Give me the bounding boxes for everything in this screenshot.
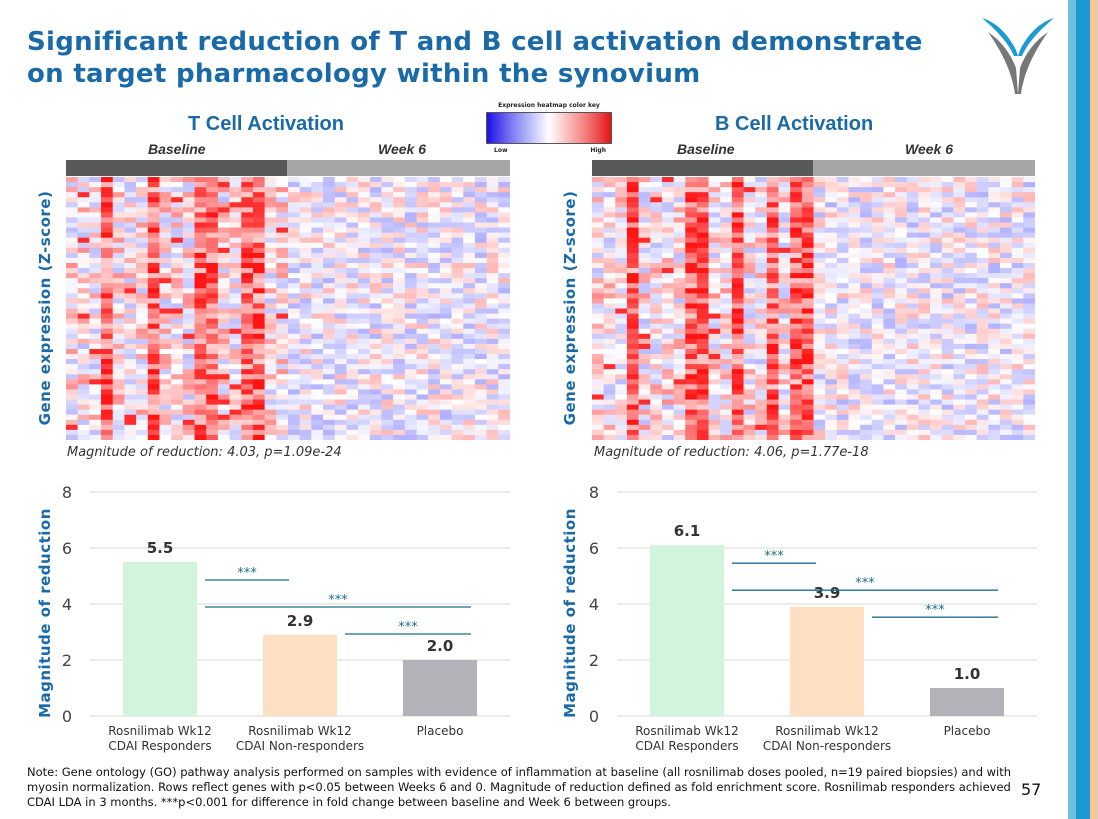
y-tick-label: 6 bbox=[62, 539, 72, 558]
bar-value-label: 2.9 bbox=[287, 612, 314, 630]
bar-value-label: 6.1 bbox=[674, 522, 701, 540]
color-key-gradient bbox=[486, 112, 612, 144]
t-cell-week6-label: Week 6 bbox=[378, 141, 426, 157]
y-tick-label: 2 bbox=[589, 651, 599, 670]
y-tick-label: 0 bbox=[62, 707, 72, 726]
t-cell-heatmap bbox=[66, 177, 510, 440]
bar-value-label: 1.0 bbox=[954, 665, 981, 683]
heatmap-color-key: Expression heatmap color key Low High bbox=[486, 102, 612, 156]
category-label: Placebo bbox=[417, 724, 464, 738]
significance-label: *** bbox=[764, 549, 784, 564]
category-label: CDAI Responders bbox=[108, 739, 211, 753]
bar bbox=[650, 545, 724, 716]
side-stripe-light bbox=[1068, 0, 1076, 819]
y-tick-label: 6 bbox=[589, 539, 599, 558]
company-logo bbox=[982, 18, 1054, 94]
bar bbox=[263, 634, 337, 716]
category-label: Rosnilimab Wk12 bbox=[635, 724, 739, 738]
y-tick-label: 8 bbox=[62, 483, 72, 502]
b-cell-baseline-label: Baseline bbox=[677, 141, 735, 157]
bar-value-label: 3.9 bbox=[814, 584, 841, 602]
footnote: Note: Gene ontology (GO) pathway analysi… bbox=[27, 765, 1012, 809]
b-cell-week6-group-bar bbox=[813, 160, 1035, 176]
significance-label: *** bbox=[398, 620, 418, 635]
page-title: Significant reduction of T and B cell ac… bbox=[27, 27, 923, 89]
bar bbox=[123, 562, 197, 716]
b-cell-heatmap bbox=[592, 177, 1035, 440]
b-cell-week6-label: Week 6 bbox=[905, 141, 953, 157]
category-label: Rosnilimab Wk12 bbox=[775, 724, 879, 738]
page-number: 57 bbox=[1021, 780, 1042, 799]
significance-label: *** bbox=[237, 566, 257, 581]
category-label: Rosnilimab Wk12 bbox=[108, 724, 212, 738]
color-key-title: Expression heatmap color key bbox=[498, 102, 600, 109]
color-key-high-label: High bbox=[590, 147, 606, 154]
side-stripe-peach bbox=[1090, 0, 1098, 819]
bar-value-label: 5.5 bbox=[147, 539, 174, 557]
y-tick-label: 4 bbox=[589, 595, 599, 614]
b-cell-panel-title: B Cell Activation bbox=[715, 113, 874, 135]
b-cell-heatmap-ylabel: Gene expression (Z-score) bbox=[561, 190, 579, 426]
category-label: CDAI Responders bbox=[635, 739, 738, 753]
category-label: CDAI Non-responders bbox=[763, 739, 891, 753]
heatmap-cells bbox=[592, 177, 1035, 440]
t-cell-week6-group-bar bbox=[287, 160, 510, 176]
category-label: Rosnilimab Wk12 bbox=[248, 724, 352, 738]
category-label: Placebo bbox=[944, 724, 991, 738]
y-tick-label: 4 bbox=[62, 595, 72, 614]
heatmap-cells bbox=[66, 177, 510, 440]
t-cell-magnitude-text: Magnitude of reduction: 4.03, p=1.09e-24 bbox=[67, 445, 342, 460]
category-label: CDAI Non-responders bbox=[236, 739, 364, 753]
y-tick-label: 2 bbox=[62, 651, 72, 670]
significance-label: *** bbox=[855, 576, 875, 591]
significance-label: *** bbox=[925, 603, 945, 618]
bar bbox=[930, 688, 1004, 716]
y-tick-label: 0 bbox=[589, 707, 599, 726]
b-cell-magnitude-text: Magnitude of reduction: 4.06, p=1.77e-18 bbox=[594, 445, 869, 460]
bar-value-label: 2.0 bbox=[427, 637, 454, 655]
t-cell-panel-title: T Cell Activation bbox=[188, 113, 344, 135]
bar bbox=[403, 660, 477, 716]
significance-label: *** bbox=[328, 593, 348, 608]
b-cell-baseline-group-bar bbox=[592, 160, 813, 176]
t-cell-heatmap-ylabel: Gene expression (Z-score) bbox=[36, 190, 54, 426]
t-cell-baseline-label: Baseline bbox=[148, 141, 206, 157]
color-key-low-label: Low bbox=[494, 147, 508, 154]
y-tick-label: 8 bbox=[589, 483, 599, 502]
bar bbox=[790, 606, 864, 716]
t-cell-baseline-group-bar bbox=[66, 160, 287, 176]
side-stripe-blue bbox=[1076, 0, 1090, 819]
